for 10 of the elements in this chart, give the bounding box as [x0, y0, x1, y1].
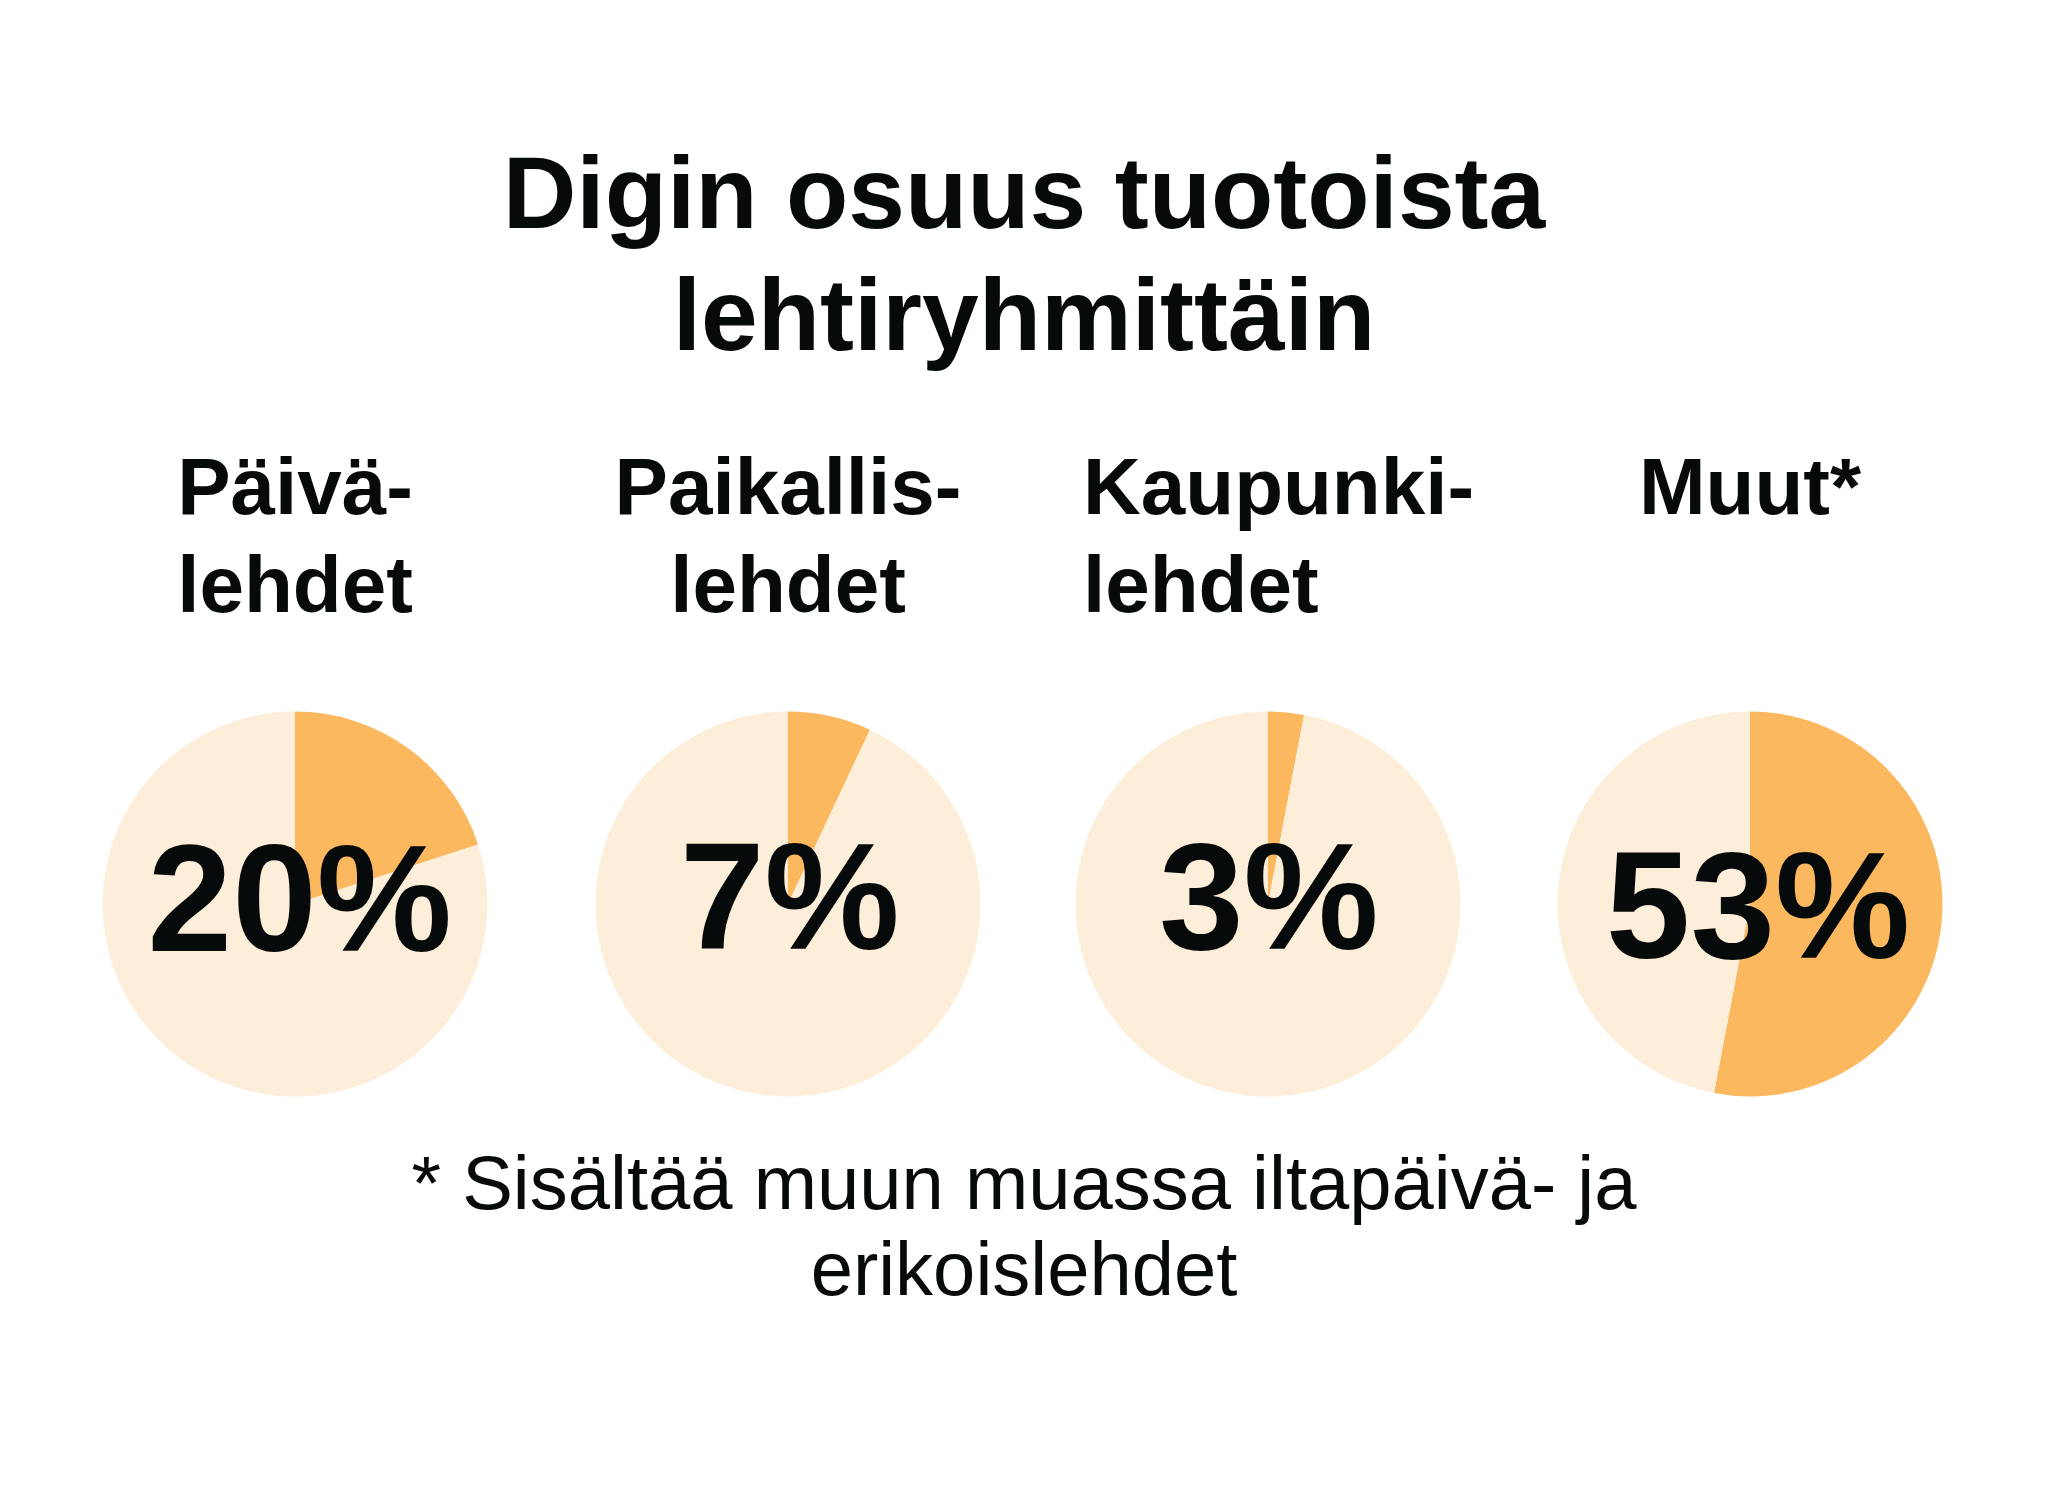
text: * Sisältää muun muassa iltapäivä- ja erikoislehdet: [411, 1139, 1638, 1311]
chart-title: Kaupunki- lehdet: [1083, 441, 1475, 629]
data-label: 53%: [1605, 819, 1911, 990]
chart-title: Päivä- lehdet: [177, 441, 413, 629]
chart-title: Muut*: [1638, 441, 1862, 531]
data-label: 20%: [147, 812, 452, 983]
data-label: 3%: [1158, 811, 1379, 982]
data-label: 7%: [679, 811, 900, 982]
chart-title: Paikallis- lehdet: [614, 441, 962, 629]
text: Digin osuus tuotoista lehtiryhmittäin: [502, 136, 1547, 372]
